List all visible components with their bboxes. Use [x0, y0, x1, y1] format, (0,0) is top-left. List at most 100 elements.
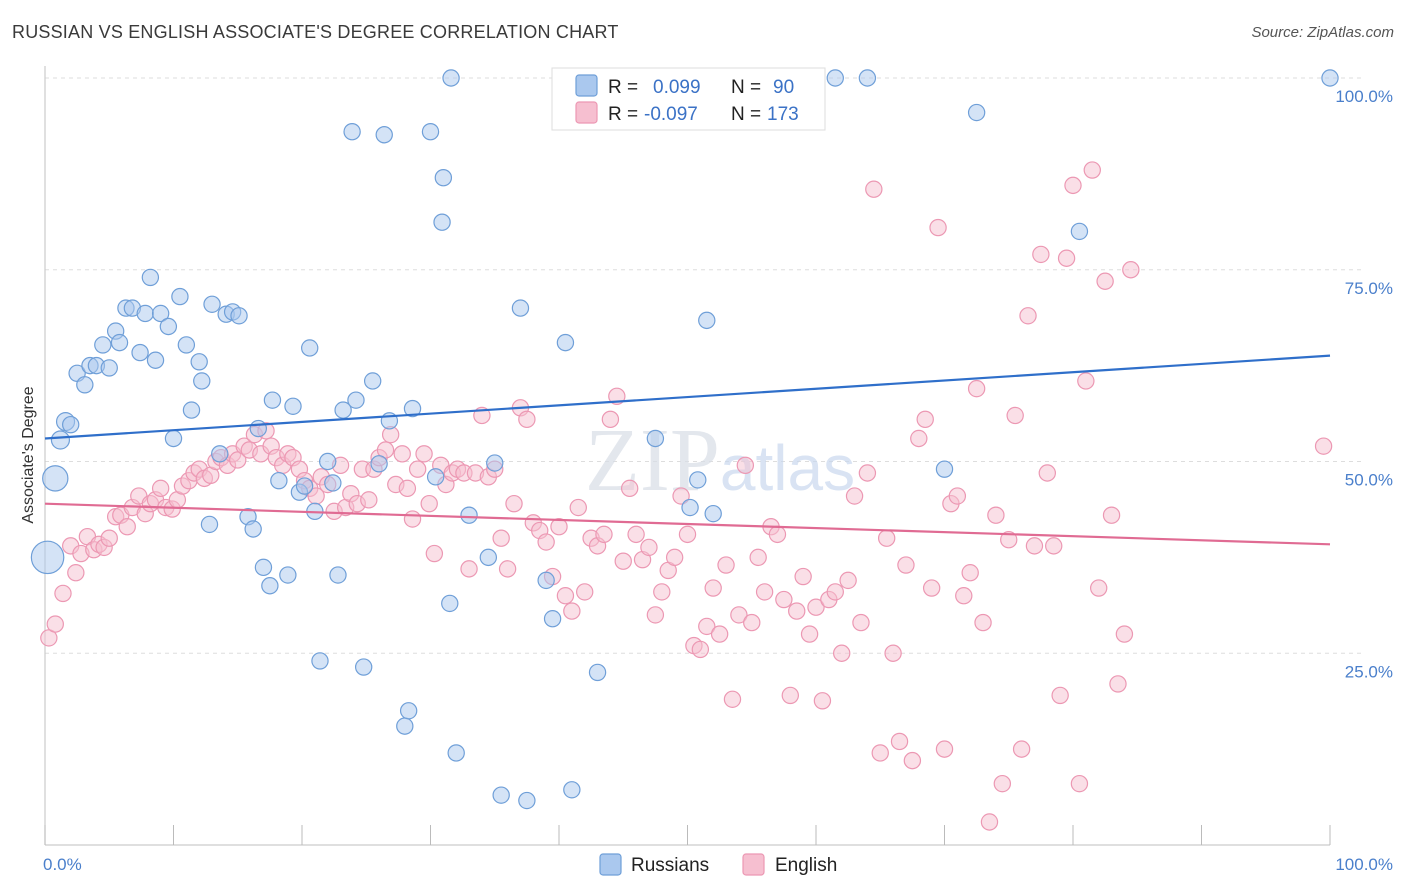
english-point — [518, 410, 536, 429]
english-point — [627, 525, 645, 544]
english-point — [1070, 774, 1089, 793]
english-point — [569, 498, 587, 517]
bottom-legend-english-swatch — [742, 853, 765, 876]
bottom-legend-russians-swatch — [599, 853, 622, 876]
russians-point — [50, 430, 71, 450]
english-point — [691, 640, 710, 659]
english-point — [955, 587, 973, 605]
russians-point — [399, 702, 418, 720]
english-point — [910, 429, 928, 448]
russians-point — [354, 658, 373, 676]
english-point — [717, 556, 735, 574]
russians-point — [329, 566, 347, 584]
russians-point — [159, 317, 178, 336]
english-point — [550, 517, 568, 536]
russians-point — [967, 103, 986, 122]
russians-point — [177, 336, 196, 354]
english-point — [54, 584, 72, 603]
russians-point — [230, 307, 248, 325]
russians-point — [704, 504, 722, 523]
english-point — [46, 615, 64, 633]
english-point — [415, 445, 433, 463]
english-point — [665, 548, 684, 567]
english-point — [556, 587, 575, 605]
english-point — [993, 774, 1012, 793]
english-point — [922, 579, 941, 597]
bottom-legend: Russians English — [599, 853, 837, 876]
legend-russians-n-value: 90 — [773, 77, 794, 98]
russians-point — [270, 471, 288, 490]
english-point — [1019, 307, 1037, 325]
english-points — [40, 161, 1333, 831]
russians-point — [146, 351, 165, 369]
english-point — [980, 813, 999, 831]
english-trend-line — [44, 502, 1331, 546]
russians-point — [94, 336, 112, 354]
russians-point — [254, 558, 273, 577]
english-point — [653, 583, 671, 601]
y-axis-title: Associate's Degree — [20, 386, 37, 523]
english-point — [730, 606, 748, 624]
russians-point — [249, 419, 268, 438]
english-point — [845, 487, 864, 505]
russians-point — [279, 566, 297, 584]
russians-point — [203, 295, 221, 313]
english-point — [826, 583, 844, 601]
english-point — [723, 690, 742, 708]
axes — [44, 66, 1331, 846]
russians-point — [363, 372, 382, 390]
russians-point — [211, 445, 229, 463]
russians-point — [426, 468, 445, 486]
english-point — [967, 379, 986, 398]
english-point — [1038, 464, 1057, 482]
russians-point — [301, 339, 319, 357]
english-point — [749, 548, 767, 567]
legend-russians-n-label: N = — [731, 77, 761, 98]
russians-point — [261, 577, 279, 595]
english-point — [698, 617, 716, 636]
russians-point — [442, 69, 460, 87]
russians-point — [403, 399, 422, 418]
english-point — [987, 506, 1005, 524]
russians-point — [375, 126, 393, 144]
russians-point — [441, 594, 459, 613]
english-point — [601, 410, 620, 429]
english-point — [118, 517, 136, 536]
english-point — [1012, 740, 1031, 758]
russians-point — [131, 343, 149, 362]
russians-point — [396, 717, 414, 735]
russians-point — [244, 520, 262, 538]
english-point — [360, 491, 378, 509]
english-point — [620, 479, 639, 498]
russians-point — [1070, 222, 1089, 241]
trend-lines — [44, 354, 1331, 546]
russians-point — [1321, 69, 1339, 87]
legend-russians-swatch — [575, 74, 598, 97]
legend-english-swatch — [575, 101, 598, 124]
russians-point — [935, 460, 954, 478]
english-point — [916, 410, 934, 429]
russians-point — [537, 571, 555, 590]
russians-point — [164, 429, 183, 448]
english-point — [807, 598, 825, 616]
legend-english-n-label: N = — [731, 104, 761, 125]
tick-labels: 25.0% 50.0% 75.0% 100.0% 0.0% 100.0% — [43, 87, 1393, 874]
russians-point — [182, 401, 201, 419]
legend-english-r-label: R = — [608, 104, 638, 125]
english-point — [755, 583, 774, 601]
english-point — [1025, 537, 1044, 555]
russians-point — [136, 304, 154, 323]
english-point — [1096, 272, 1114, 290]
english-point — [1000, 531, 1018, 549]
russians-point — [433, 213, 451, 231]
english-point — [537, 533, 555, 551]
english-point — [67, 564, 85, 582]
english-point — [425, 544, 444, 563]
english-point — [948, 487, 967, 505]
watermark-zip: ZIP — [585, 411, 720, 510]
y-tick-label: 100.0% — [1335, 87, 1393, 106]
russians-point — [151, 304, 170, 323]
russians-point — [543, 610, 562, 628]
russians-point — [76, 376, 94, 394]
english-point — [498, 560, 517, 578]
